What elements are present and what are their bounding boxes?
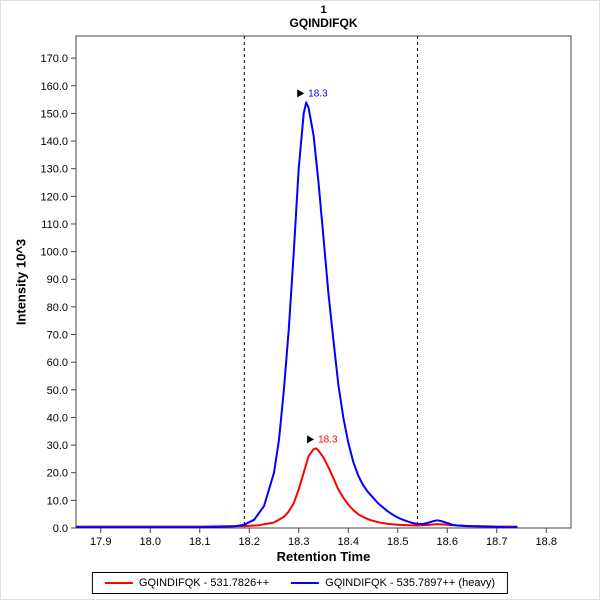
legend-label-heavy: GQINDIFQK - 535.7897++ (heavy) [325,577,496,589]
y-axis-title: Intensity 10^3 [13,238,29,326]
peak-annotation-label[interactable]: 18.3 [308,88,328,99]
y-tick-label: 120.0 [40,191,68,203]
x-tick-label: 18.7 [486,536,507,548]
x-tick-label: 18.3 [288,536,309,548]
y-tick-label: 170.0 [40,53,68,65]
y-tick-label: 160.0 [40,81,68,93]
y-tick-label: 60.0 [47,357,68,369]
y-tick-label: 0.0 [53,523,68,535]
x-tick-label: 18.6 [437,536,458,548]
y-tick-label: 150.0 [40,108,68,120]
peak-arrow-icon [307,435,315,444]
x-tick-label: 18.0 [140,536,161,548]
peak-annotation-label[interactable]: 18.3 [318,434,338,445]
y-tick-label: 90.0 [47,274,68,286]
y-tick-label: 100.0 [40,247,68,259]
chart-title-index: 1 [320,4,327,16]
x-tick-label: 18.4 [338,536,359,548]
y-tick-label: 20.0 [47,468,68,480]
legend-item-light: GQINDIFQK - 531.7826++ [104,577,270,589]
y-tick-label: 40.0 [47,412,68,424]
y-tick-label: 110.0 [41,219,68,231]
series-line-0[interactable] [76,447,518,528]
y-tick-label: 10.0 [47,495,68,507]
chart-title-peptide: GQINDIFQK [289,15,358,30]
x-tick-label: 18.5 [387,536,408,548]
y-tick-label: 130.0 [40,164,68,176]
legend-label-light: GQINDIFQK - 531.7826++ [138,577,270,589]
legend-item-heavy: GQINDIFQK - 535.7897++ (heavy) [291,577,495,589]
x-tick-label: 18.2 [239,536,260,548]
peak-arrow-icon [297,89,305,98]
y-tick-label: 140.0 [40,136,68,148]
legend-line-blue [291,582,320,584]
plot-frame [75,35,572,529]
x-tick-label: 17.9 [90,536,111,548]
chart-title-block: 1 GQINDIFQK [76,4,571,30]
series-line-1[interactable] [76,101,518,528]
x-tick-label: 18.1 [189,536,210,548]
y-tick-label: 50.0 [47,385,68,397]
x-axis-title: Retention Time [276,549,371,564]
y-tick-label: 70.0 [47,330,68,342]
legend: GQINDIFQK - 531.7826++ GQINDIFQK - 535.7… [91,572,509,594]
y-tick-label: 80.0 [47,302,68,314]
x-tick-label: 18.8 [536,536,557,548]
y-tick-label: 30.0 [47,440,68,452]
legend-line-red [104,582,133,584]
